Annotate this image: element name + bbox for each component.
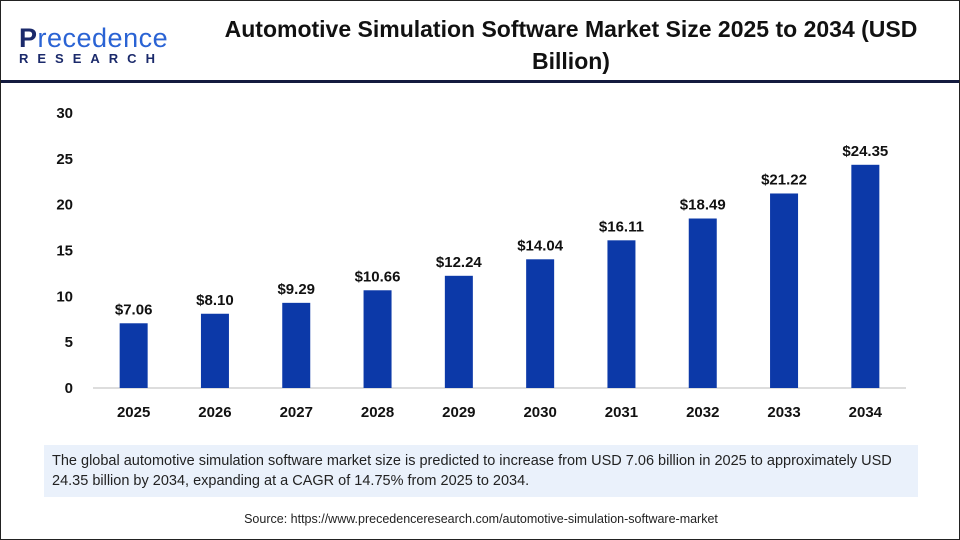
logo: Precedence RESEARCH: [19, 23, 168, 66]
chart-title: Automotive Simulation Software Market Si…: [224, 16, 918, 74]
bar-chart: 051015202530$7.062025$8.102026$9.292027$…: [56, 105, 906, 421]
data-label: $12.24: [436, 254, 483, 271]
bar-2026: [200, 313, 229, 388]
x-tick-label: 2031: [605, 404, 638, 421]
data-label: $16.11: [599, 218, 644, 235]
data-label: $9.29: [277, 281, 315, 298]
bar-2034: [851, 164, 880, 388]
x-tick-label: 2029: [442, 404, 475, 421]
bar-2032: [688, 218, 717, 388]
x-tick-label: 2025: [117, 404, 150, 421]
logo-line2: RESEARCH: [19, 51, 164, 66]
y-tick-label: 0: [65, 380, 73, 397]
divider: [1, 80, 959, 83]
bar-2025: [119, 323, 148, 388]
y-tick-label: 20: [56, 197, 73, 214]
y-tick-label: 5: [65, 334, 73, 351]
x-tick-label: 2027: [280, 404, 313, 421]
bar-2031: [607, 240, 636, 388]
y-tick-label: 10: [56, 288, 73, 305]
x-tick-label: 2033: [767, 404, 800, 421]
data-label: $18.49: [680, 197, 726, 214]
data-label: $8.10: [196, 292, 234, 309]
x-tick-label: 2032: [686, 404, 719, 421]
data-label: $7.06: [115, 301, 153, 318]
summary-note: The global automotive simulation softwar…: [44, 445, 918, 497]
data-label: $14.04: [517, 237, 564, 254]
x-tick-label: 2026: [198, 404, 231, 421]
bar-2027: [282, 302, 311, 388]
data-label: $10.66: [355, 268, 401, 285]
x-tick-label: 2034: [849, 404, 883, 421]
y-tick-label: 25: [56, 151, 73, 168]
x-tick-label: 2028: [361, 404, 394, 421]
x-tick-label: 2030: [523, 404, 556, 421]
bar-2030: [526, 259, 555, 388]
logo-line1: Precedence: [19, 23, 169, 53]
y-tick-label: 30: [56, 105, 73, 122]
source-text: Source: https://www.precedenceresearch.c…: [244, 512, 718, 526]
data-label: $24.35: [842, 143, 888, 160]
bar-2028: [363, 290, 392, 388]
y-tick-label: 15: [56, 243, 73, 260]
bar-2029: [444, 275, 473, 388]
data-label: $21.22: [761, 171, 807, 188]
bar-2033: [770, 193, 799, 388]
